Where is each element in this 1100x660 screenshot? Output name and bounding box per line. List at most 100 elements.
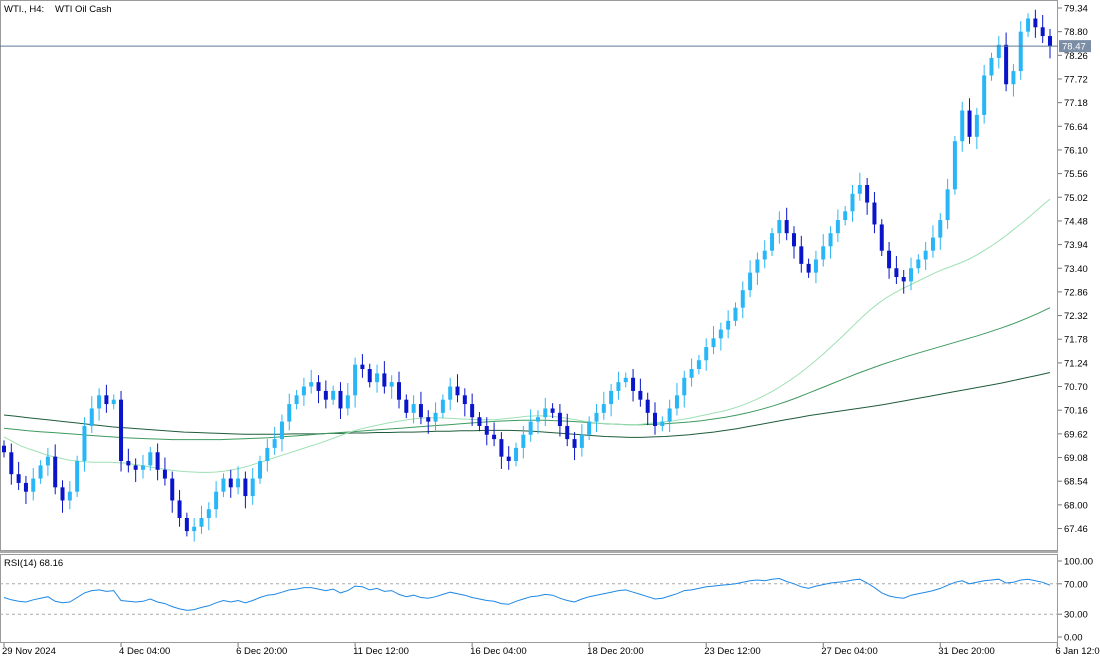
candle-body: [967, 110, 972, 137]
candle-body: [733, 307, 738, 321]
rsi-tick-label: 30.00: [1064, 610, 1088, 621]
candle-body: [184, 517, 189, 532]
price-tick-label: 70.16: [1064, 406, 1088, 417]
candle-body: [791, 233, 796, 247]
candle-body: [989, 57, 994, 76]
candle-body: [353, 364, 358, 396]
price-tick-label: 75.02: [1064, 193, 1088, 204]
candle-body: [557, 412, 562, 426]
candle-body: [609, 390, 614, 405]
candle-body: [404, 399, 409, 413]
candle-body: [784, 220, 789, 234]
price-tick-label: 70.70: [1064, 382, 1088, 393]
candle-body: [718, 329, 723, 339]
candle-body: [594, 412, 599, 422]
time-axis: 29 Nov 2024 4 Dec 04:00 6 Dec 20:00 11 Dec …: [2, 643, 1100, 657]
candle-body: [689, 369, 694, 378]
time-tick-label: 31 Dec 20:00: [938, 646, 995, 657]
candle-body: [887, 250, 892, 269]
time-tick-label: 4 Dec 04:00: [119, 646, 170, 657]
candle-body: [631, 377, 636, 391]
candle-body: [375, 373, 380, 383]
price-tick-label: 78.26: [1064, 51, 1088, 62]
candle-body: [521, 434, 526, 448]
candle-body: [38, 465, 43, 479]
candle-body: [323, 390, 328, 400]
candle-body: [16, 474, 21, 483]
candle-body: [426, 417, 431, 422]
price-tick-label: 67.46: [1064, 524, 1088, 535]
candle-body: [996, 44, 1001, 58]
candle-body: [960, 110, 965, 142]
candle-body: [214, 491, 219, 510]
candle-body: [579, 434, 584, 448]
candle-body: [543, 408, 548, 418]
candle-body: [1033, 18, 1038, 28]
price-tick-label: 69.08: [1064, 453, 1088, 464]
candle-body: [82, 425, 87, 462]
candle-body: [418, 404, 423, 418]
candle-body: [872, 202, 877, 225]
candle-body: [31, 478, 36, 492]
candle-body: [455, 386, 460, 396]
candle-body: [770, 233, 775, 251]
price-tick-label: 76.64: [1064, 122, 1088, 133]
candle-body: [711, 338, 716, 348]
candle-body: [865, 185, 870, 203]
candle-body: [653, 412, 658, 426]
price-tick-label: 73.94: [1064, 240, 1088, 251]
candle-body: [360, 364, 365, 370]
candle-body: [1011, 71, 1016, 85]
candle-body: [140, 465, 145, 470]
candle-body: [565, 425, 570, 440]
candle-body: [682, 377, 687, 396]
candle-body: [170, 478, 175, 501]
candle-body: [470, 404, 475, 418]
candle-body: [828, 233, 833, 247]
candle-body: [667, 408, 672, 422]
candle-body: [1048, 36, 1052, 47]
candle-body: [982, 75, 987, 115]
candle-body: [111, 399, 116, 405]
candle-body: [301, 386, 306, 396]
candle-body: [879, 224, 884, 251]
price-tick-label: 73.40: [1064, 264, 1088, 275]
candle-body: [550, 408, 555, 413]
candle-body: [1026, 18, 1031, 32]
price-tick-label: 78.80: [1064, 27, 1088, 38]
current-price-label: 78.47: [1062, 42, 1086, 53]
candle-body: [535, 417, 540, 422]
ma-fast-line: [3, 198, 1051, 473]
price-tick-label: 77.18: [1064, 98, 1088, 109]
candle-body: [857, 185, 862, 194]
time-tick-label: 16 Dec 04:00: [470, 646, 527, 657]
price-tick-label: 68.00: [1064, 500, 1088, 511]
current-price-tag: 78.47: [1059, 40, 1091, 53]
candle-body: [938, 220, 943, 238]
price-tick-label: 68.54: [1064, 477, 1088, 488]
candle-body: [762, 250, 767, 260]
rsi-axis: 100.00 70.00 30.00 0.00: [0, 557, 1093, 644]
candle-body: [162, 469, 167, 479]
candle-body: [177, 500, 182, 518]
price-tick-label: 71.78: [1064, 335, 1088, 346]
price-tick-label: 77.72: [1064, 74, 1088, 85]
candle-body: [316, 382, 321, 391]
time-tick-label: 6 Jan 12:00: [1055, 646, 1100, 657]
candle-body: [821, 246, 826, 260]
candle-body: [396, 382, 401, 400]
price-tick-label: 79.34: [1064, 4, 1088, 15]
candle-body: [909, 268, 914, 282]
candle-body: [294, 395, 299, 405]
candle-body: [67, 491, 72, 501]
candle-body: [740, 290, 745, 308]
price-tick-label: 74.48: [1064, 216, 1088, 227]
time-tick-label: 11 Dec 12:00: [353, 646, 409, 657]
candle-body: [309, 382, 314, 387]
candle-body: [250, 478, 255, 497]
candlestick-series: [2, 9, 1052, 542]
candle-body: [433, 412, 438, 422]
candle-body: [126, 461, 131, 466]
instrument-name: WTI Oil Cash: [55, 4, 111, 15]
